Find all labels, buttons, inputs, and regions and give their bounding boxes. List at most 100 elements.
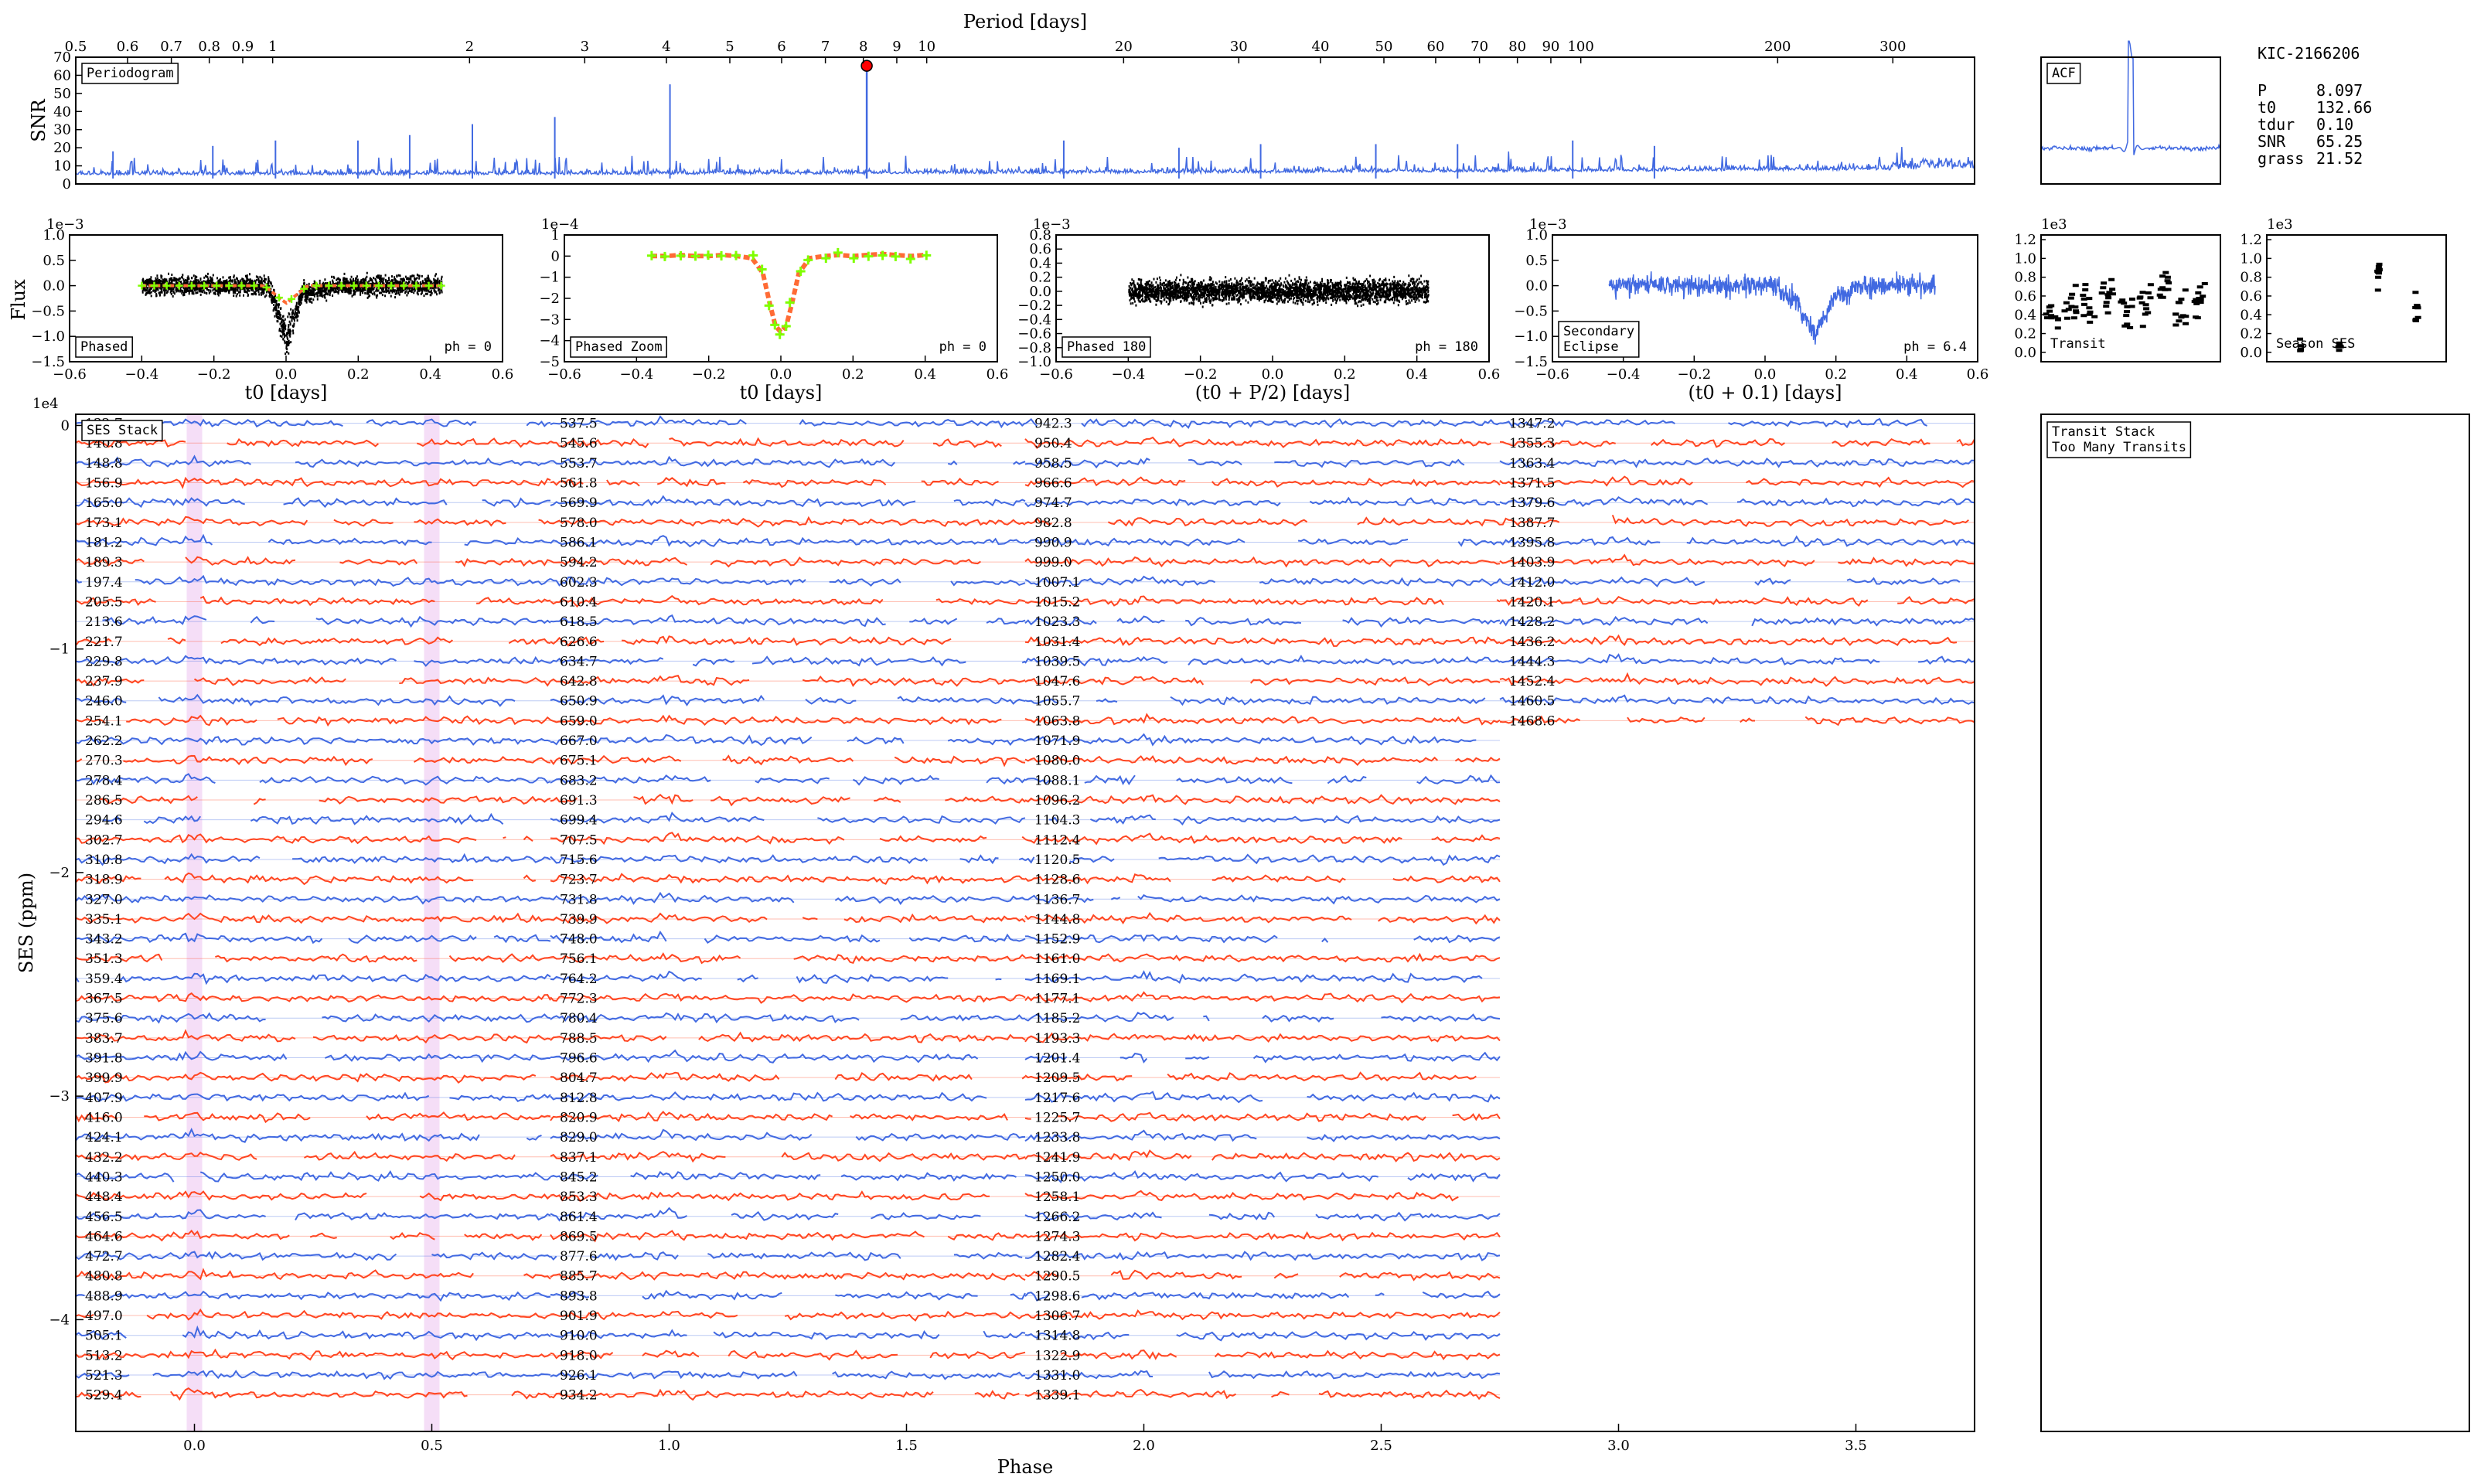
ses-epoch-label: 659.0	[560, 713, 598, 729]
phased-binned-marker	[288, 294, 295, 303]
periodogram-xtick-label: 8	[859, 39, 867, 55]
secondary-xtick-label: −0.4	[1607, 366, 1641, 383]
ses-epoch-label: 351.3	[85, 951, 123, 967]
phased-180-xlabel: (t0 + P/2) [days]	[1195, 382, 1350, 403]
periodogram-ytick-label: 60	[53, 67, 71, 83]
transit-points	[2043, 271, 2208, 330]
phased-binned-marker	[437, 281, 445, 290]
ses-epoch-label: 173.1	[85, 516, 123, 531]
phased-180-annotation: ph = 180	[1415, 339, 1478, 355]
ses-epoch-label: 1136.7	[1034, 892, 1080, 907]
ses-epoch-label: 675.1	[560, 754, 598, 769]
ses-epoch-label: 246.0	[85, 694, 123, 710]
ses-epoch-label: 885.7	[560, 1269, 598, 1285]
phased-180-ytick-label: 0.8	[1029, 227, 1051, 243]
ses-trace	[1024, 1170, 1501, 1184]
transit-stack-title-line: Transit Stack	[2052, 424, 2155, 440]
ses-epoch-label: 1128.6	[1034, 873, 1080, 888]
ses-trace	[1024, 1190, 1459, 1202]
ses-trace	[550, 516, 1026, 528]
phased-zoom-marker	[796, 266, 806, 276]
ses-epoch-label: 772.3	[560, 992, 598, 1007]
transit-ytick-label: 1.0	[2014, 250, 2036, 267]
star-param-label: tdur	[2258, 115, 2295, 134]
phased-zoom-xtick-label: 0.0	[770, 366, 792, 383]
season-ses-y-exponent: 1e3	[2267, 216, 2293, 233]
periodogram-xtick-label: 0.9	[232, 39, 254, 55]
ses-epoch-label: 529.4	[85, 1388, 123, 1404]
secondary-ytick-label: −0.5	[1514, 303, 1548, 319]
ses-epoch-label: 982.8	[1034, 516, 1072, 531]
phased-ytick-label: 1.0	[43, 227, 65, 243]
ses-trace	[102, 615, 551, 628]
transit-stack-chart: Transit Stack Too Many Transits	[2040, 414, 2470, 1432]
phased-zoom-marker	[803, 255, 813, 265]
phased-binned-marker	[300, 284, 308, 293]
periodogram-ytick-label: 20	[53, 140, 71, 156]
ses-trace	[75, 437, 551, 448]
secondary-ytick-label: 0.0	[1525, 278, 1548, 294]
ses-trace	[550, 952, 1026, 965]
ses-trace	[1024, 1330, 1501, 1342]
ses-trace	[550, 674, 1026, 687]
phased-annotation: ph = 0	[445, 339, 492, 355]
ses-epoch-label: 990.9	[1034, 535, 1072, 550]
phased-180-xtick-label: −0.4	[1111, 366, 1145, 383]
ses-trace	[550, 912, 1026, 924]
ses-epoch-label: 756.1	[560, 951, 598, 967]
ses-trace	[75, 574, 551, 587]
ses-stack-axes	[75, 414, 1975, 1432]
ses-trace	[1024, 1211, 1501, 1222]
ses-ylabel: SES (ppm)	[15, 873, 37, 973]
ses-trace	[75, 533, 551, 546]
ses-epoch-label: 642.8	[560, 674, 598, 689]
ses-trace	[1024, 1011, 1501, 1023]
ses-epoch-label: 715.6	[560, 853, 598, 868]
phased-binned-marker	[200, 281, 209, 290]
ses-epoch-label: 1452.4	[1509, 674, 1555, 689]
ses-trace	[1024, 595, 1501, 607]
ses-trace	[1024, 1032, 1501, 1043]
ses-trace	[75, 516, 551, 527]
phased-xtick-label: −0.6	[53, 366, 87, 383]
transit-stack-title: Transit Stack Too Many Transits	[2052, 424, 2186, 455]
ses-epoch-label: 683.2	[560, 773, 598, 788]
secondary-title: Secondary Eclipse	[1563, 324, 1634, 355]
ses-epoch-label: 1169.1	[1034, 972, 1080, 987]
ses-trace	[75, 1050, 551, 1064]
ses-highlight-band	[186, 414, 203, 1431]
ses-trace	[75, 1268, 551, 1281]
ses-epoch-label: 578.0	[560, 516, 598, 531]
phased-180-ytick-label: 0.0	[1029, 284, 1051, 300]
ses-epoch-label: 1266.2	[1034, 1210, 1080, 1225]
ses-trace	[550, 1170, 1017, 1182]
phased-ytick-label: −1.0	[31, 328, 65, 345]
periodogram-ytick-label: 10	[53, 158, 71, 175]
ses-epoch-label: 820.9	[560, 1110, 598, 1125]
transit-ytick-label: 0.4	[2014, 307, 2036, 323]
ses-ytick-label: −1	[49, 642, 70, 658]
ses-epoch-label: 788.5	[560, 1031, 598, 1047]
phased-xtick-label: −0.4	[124, 366, 158, 383]
ses-epoch-label: 1080.0	[1034, 754, 1080, 769]
phased-xtick-label: −0.2	[197, 366, 231, 383]
ses-trace	[550, 694, 1026, 706]
ses-epoch-label: 1144.8	[1034, 912, 1080, 928]
ses-epoch-label: 156.9	[85, 476, 123, 492]
periodogram-xtick-label: 100	[1567, 39, 1593, 55]
ses-trace	[1024, 853, 1501, 866]
ses-epoch-label: 1347.2	[1509, 417, 1555, 432]
ses-trace	[1024, 575, 1501, 587]
periodogram-xtick-label: 5	[725, 39, 734, 55]
ses-epoch-label: 1460.5	[1509, 694, 1555, 710]
phased-zoom-marker	[690, 251, 700, 261]
ses-epoch-label: 310.8	[85, 853, 123, 868]
ses-epoch-label: 829.0	[560, 1130, 598, 1145]
periodogram-xtick-label: 1	[268, 39, 277, 55]
ses-epoch-label: 731.8	[560, 892, 598, 907]
ses-epoch-label: 1403.9	[1509, 555, 1555, 570]
ses-epoch-label: 1039.5	[1034, 654, 1080, 669]
ses-epoch-label: 1412.0	[1509, 575, 1555, 591]
ses-epoch-label: 861.4	[560, 1210, 598, 1225]
periodogram-xtick-label: 4	[662, 39, 670, 55]
